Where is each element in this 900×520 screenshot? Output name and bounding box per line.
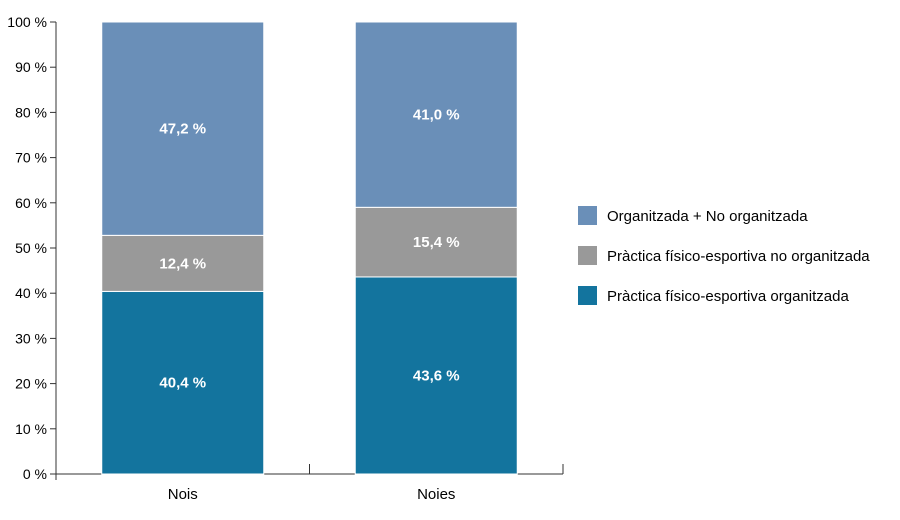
y-tick-label: 50 %: [15, 240, 47, 256]
y-tick-label: 10 %: [15, 421, 47, 437]
bars: 40,4 % 12,4 % 47,2 % 43,6 % 15,4 % 41,0 %: [101, 21, 518, 475]
y-tick-label: 80 %: [15, 104, 47, 120]
bar-segment: [354, 276, 518, 475]
data-label: 43,6 %: [413, 367, 460, 384]
x-category-label: Noies: [417, 486, 455, 503]
legend-swatch: [578, 206, 597, 225]
data-label: 41,0 %: [413, 107, 460, 124]
data-label: 12,4 %: [159, 255, 206, 272]
data-label: 40,4 %: [159, 375, 206, 392]
y-tick-label: 70 %: [15, 150, 47, 166]
y-tick-label: 30 %: [15, 330, 47, 346]
bar-segment: [354, 21, 518, 208]
legend-swatch: [578, 286, 597, 305]
y-tick-label: 60 %: [15, 195, 47, 211]
bar-segment: [101, 290, 265, 475]
x-category-label: Nois: [168, 486, 198, 503]
legend-label: Pràctica físico-esportiva organitzada: [607, 288, 849, 305]
y-tick-label: 40 %: [15, 285, 47, 301]
bar-segment: [101, 21, 265, 236]
legend-swatch: [578, 246, 597, 265]
y-tick-label: 90 %: [15, 59, 47, 75]
legend-label: Pràctica físico-esportiva no organitzada: [607, 248, 870, 265]
data-label: 47,2 %: [159, 121, 206, 138]
y-tick-label: 0 %: [23, 466, 47, 482]
y-tick-label: 100 %: [7, 14, 47, 30]
legend: Organitzada + No organitzada Pràctica fís…: [578, 206, 870, 305]
bar-segment: [354, 206, 518, 278]
legend-label: Organitzada + No organitzada: [607, 208, 808, 225]
data-label: 15,4 %: [413, 234, 460, 251]
y-tick-label: 20 %: [15, 376, 47, 392]
axes: 0 % 10 % 20 % 30 % 40 % 50 % 60 % 70 % 80 % 90 % 1…: [7, 14, 564, 503]
